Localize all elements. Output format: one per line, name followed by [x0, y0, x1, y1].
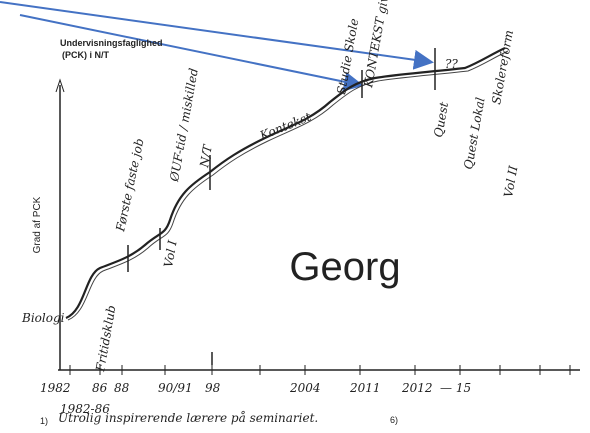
x-label: 1982	[40, 381, 71, 395]
annotation: Første faste job	[113, 137, 147, 233]
annotation: Quest	[431, 101, 451, 139]
name: Georg	[289, 245, 400, 289]
x-label: 2011	[349, 381, 381, 395]
x-label: 90/91	[158, 381, 193, 395]
x-label: 88	[114, 381, 130, 395]
x-label: — 15	[440, 381, 471, 395]
annotation: Kontekst	[257, 110, 313, 144]
title: (PCK) i N/T	[62, 50, 109, 60]
footnote-marker: 1)	[40, 416, 48, 426]
x-label: 86	[92, 381, 108, 395]
annotation: Vol I	[161, 239, 180, 268]
annotation: Fritidsklub	[93, 304, 119, 373]
footnote-text: Utrolig inspirerende lærere på seminarie…	[58, 410, 318, 425]
footnote-period: 1982-86	[60, 402, 110, 416]
annotation: Vol II	[501, 164, 520, 198]
arrow	[0, 1, 434, 70]
y-arrow	[55, 78, 65, 93]
x-label: 2012	[401, 381, 433, 395]
curve-sketch	[67, 50, 509, 321]
y-axis-label: Grad af PCK	[32, 196, 43, 253]
arrow	[19, 14, 364, 92]
title: Undervisningsfaglighed	[60, 38, 163, 48]
annotation: Biologi	[21, 311, 65, 325]
x-label: 2004	[289, 381, 321, 395]
annotation: N/T	[197, 143, 215, 170]
annotation: Skolereform	[489, 29, 516, 106]
curve	[65, 47, 506, 320]
x-label: 98	[205, 381, 221, 395]
annotation: Quest Lokal	[461, 96, 487, 170]
annotation: ØUF-tid / miskilled	[167, 67, 201, 184]
annotation: ??	[445, 57, 458, 71]
footnote-ref: 6)	[390, 415, 398, 425]
